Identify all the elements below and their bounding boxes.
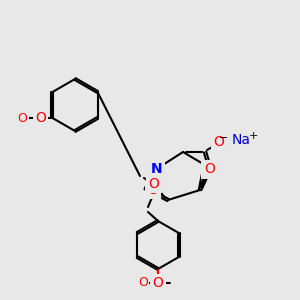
Text: O: O	[153, 277, 163, 290]
Text: O: O	[148, 177, 159, 191]
Text: O: O	[138, 277, 148, 290]
Text: O: O	[17, 112, 27, 124]
Text: O: O	[214, 135, 224, 149]
Text: O: O	[205, 162, 215, 176]
Text: N: N	[151, 162, 163, 176]
Text: O: O	[153, 276, 164, 290]
Text: O: O	[204, 163, 214, 177]
Text: +: +	[248, 131, 258, 141]
Text: −: −	[219, 133, 229, 143]
Text: O: O	[35, 111, 46, 125]
Text: Na: Na	[232, 133, 250, 147]
Text: O: O	[148, 183, 158, 197]
